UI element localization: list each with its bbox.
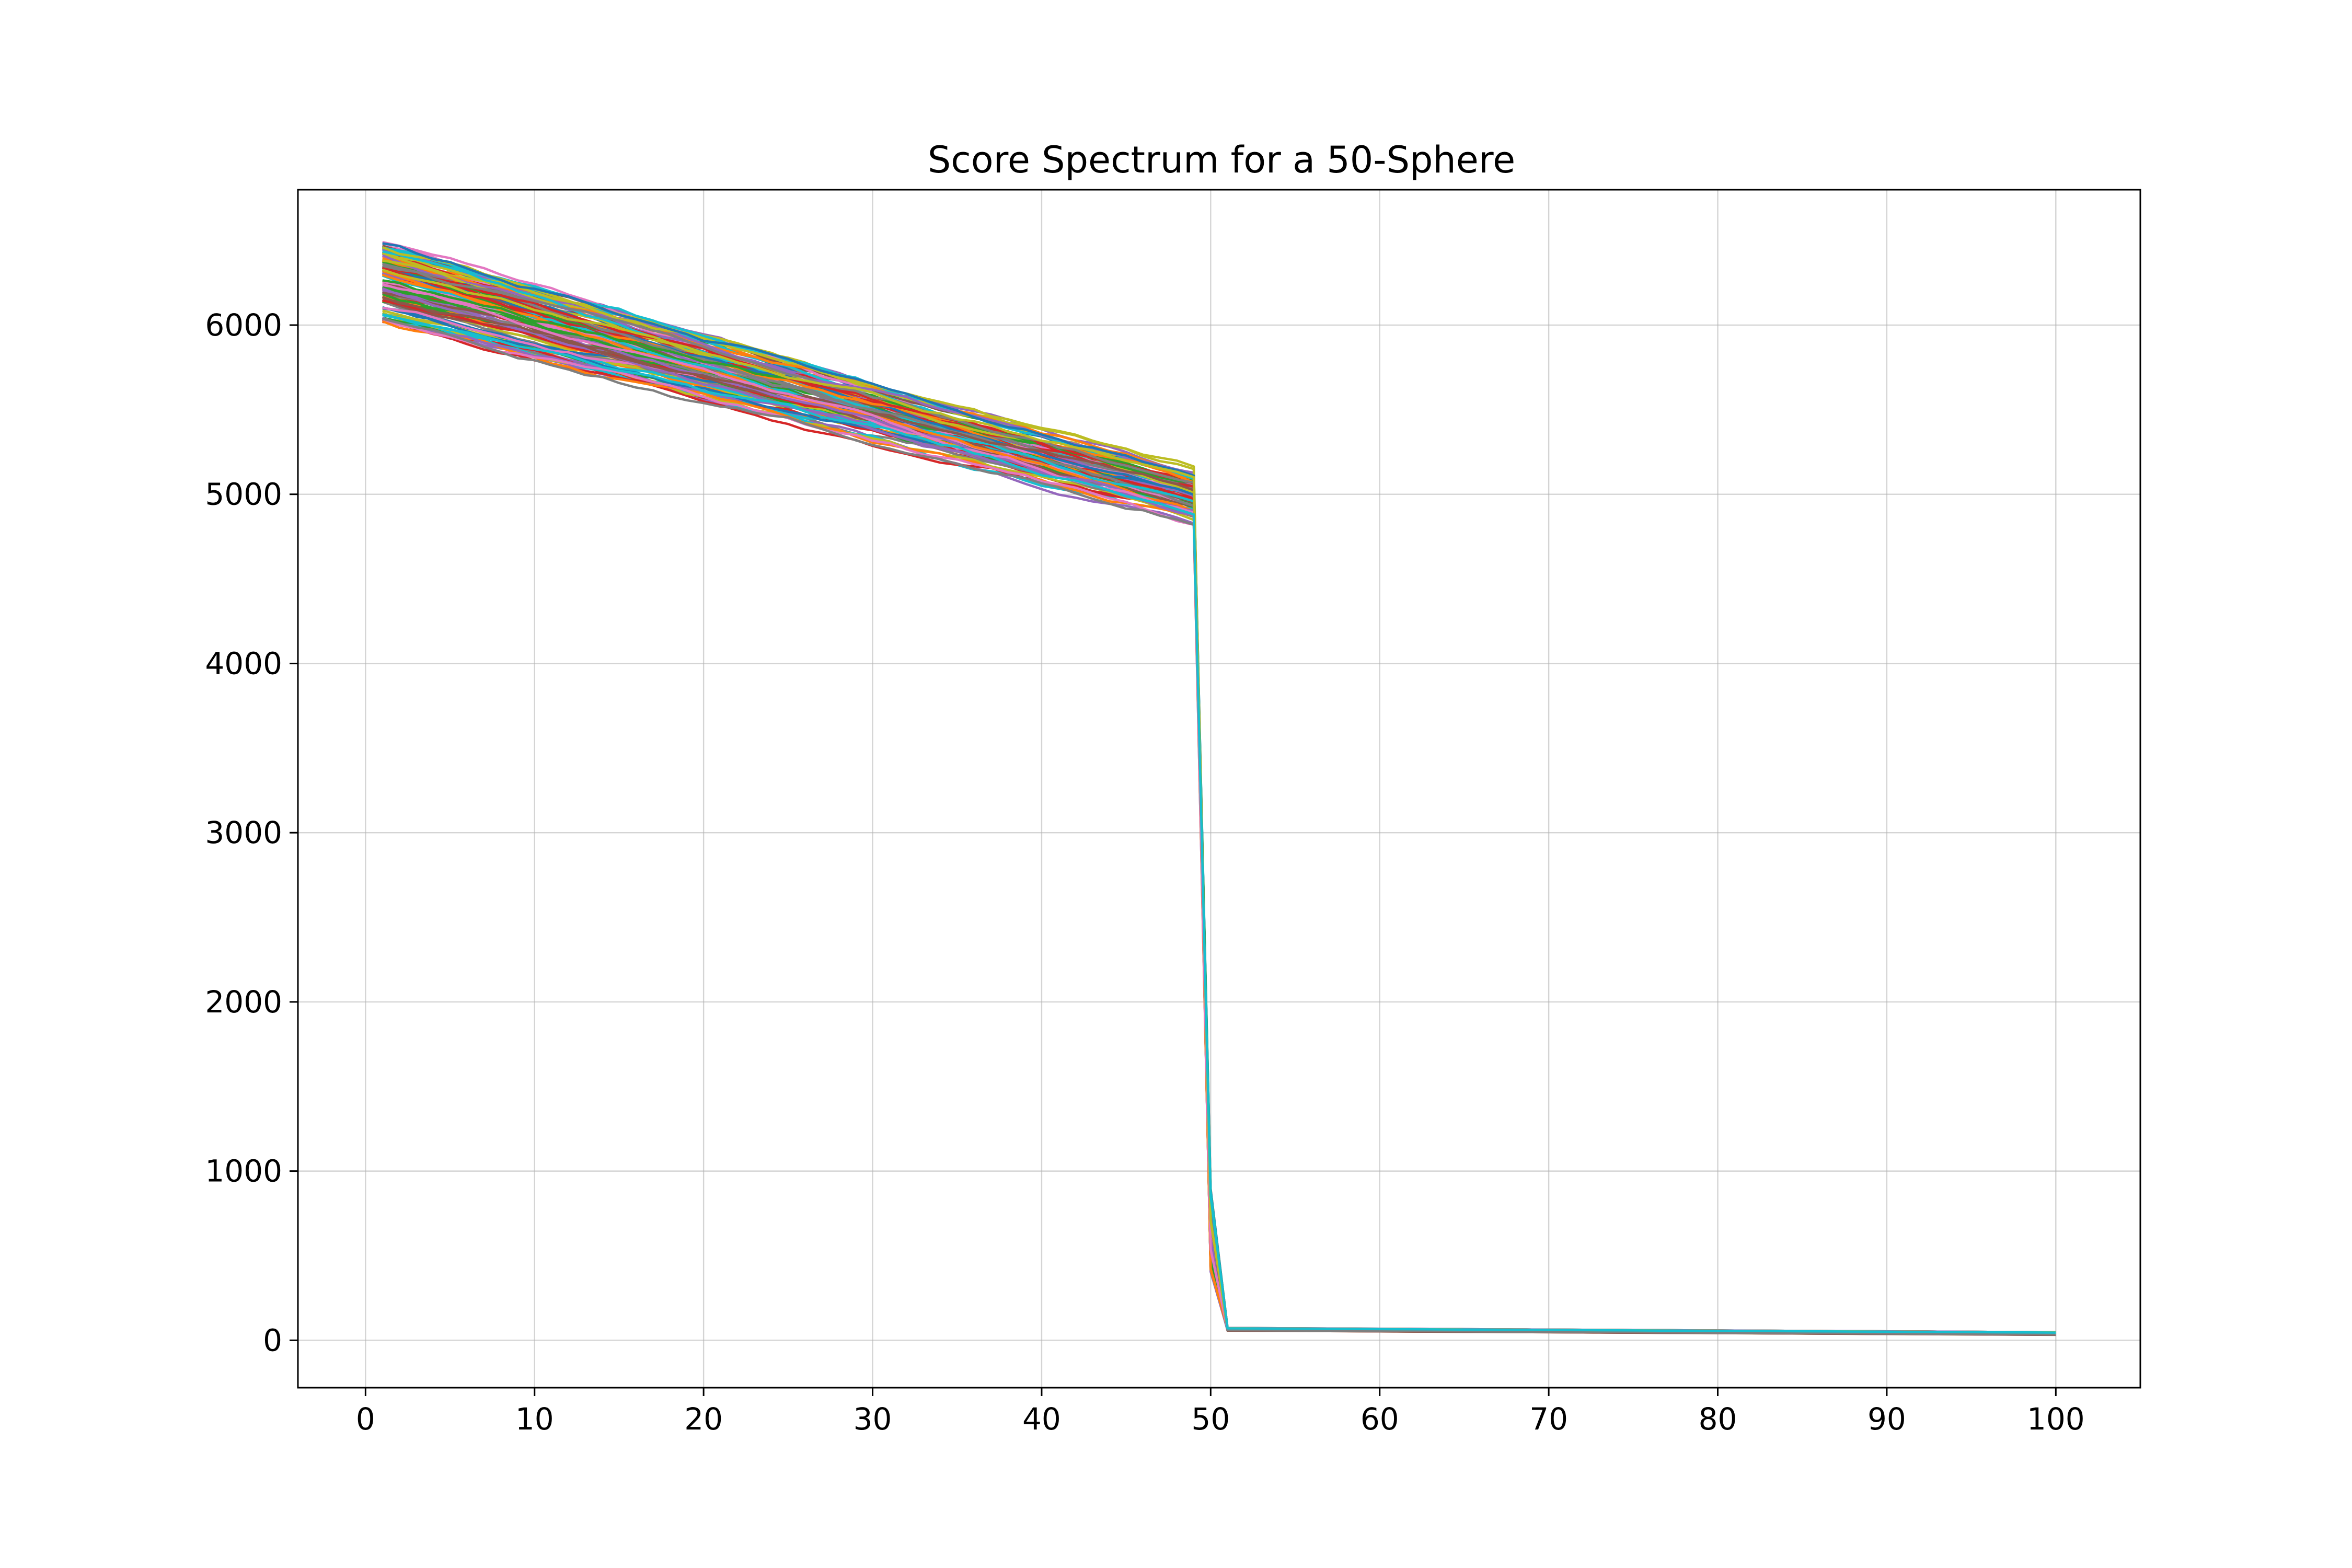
x-tick-label-20: 20	[684, 1401, 723, 1437]
plot-frame	[297, 189, 2141, 1389]
tick-labels: 0 10 20 30 40 50 60 70 80 90 100010002000300040005…	[205, 307, 2084, 1437]
series-lines	[382, 241, 2056, 1336]
series-line-100	[382, 314, 2056, 1334]
y-tick-label-2000: 2000	[205, 984, 282, 1020]
y-tick-label-5000: 5000	[205, 477, 282, 512]
y-tick-label-3000: 3000	[205, 815, 282, 850]
x-tick-label-60: 60	[1361, 1401, 1399, 1437]
x-tick-label-0: 0	[356, 1401, 375, 1437]
x-tick-label-10: 10	[515, 1401, 554, 1437]
y-tick-label-6000: 6000	[205, 307, 282, 343]
x-tick-label-40: 40	[1022, 1401, 1061, 1437]
x-tick-label-50: 50	[1191, 1401, 1230, 1437]
x-tick-label-30: 30	[854, 1401, 892, 1437]
x-tick-label-100: 100	[2027, 1401, 2085, 1437]
y-tick-label-0: 0	[263, 1322, 282, 1358]
x-tick-label-70: 70	[1529, 1401, 1568, 1437]
y-tick-label-1000: 1000	[205, 1154, 282, 1189]
x-tick-label-90: 90	[1867, 1401, 1906, 1437]
x-tick-label-80: 80	[1699, 1401, 1737, 1437]
chart-title: Score Spectrum for a 50-Sphere	[928, 139, 1515, 181]
axes	[290, 189, 2141, 1396]
y-tick-label-4000: 4000	[205, 645, 282, 681]
